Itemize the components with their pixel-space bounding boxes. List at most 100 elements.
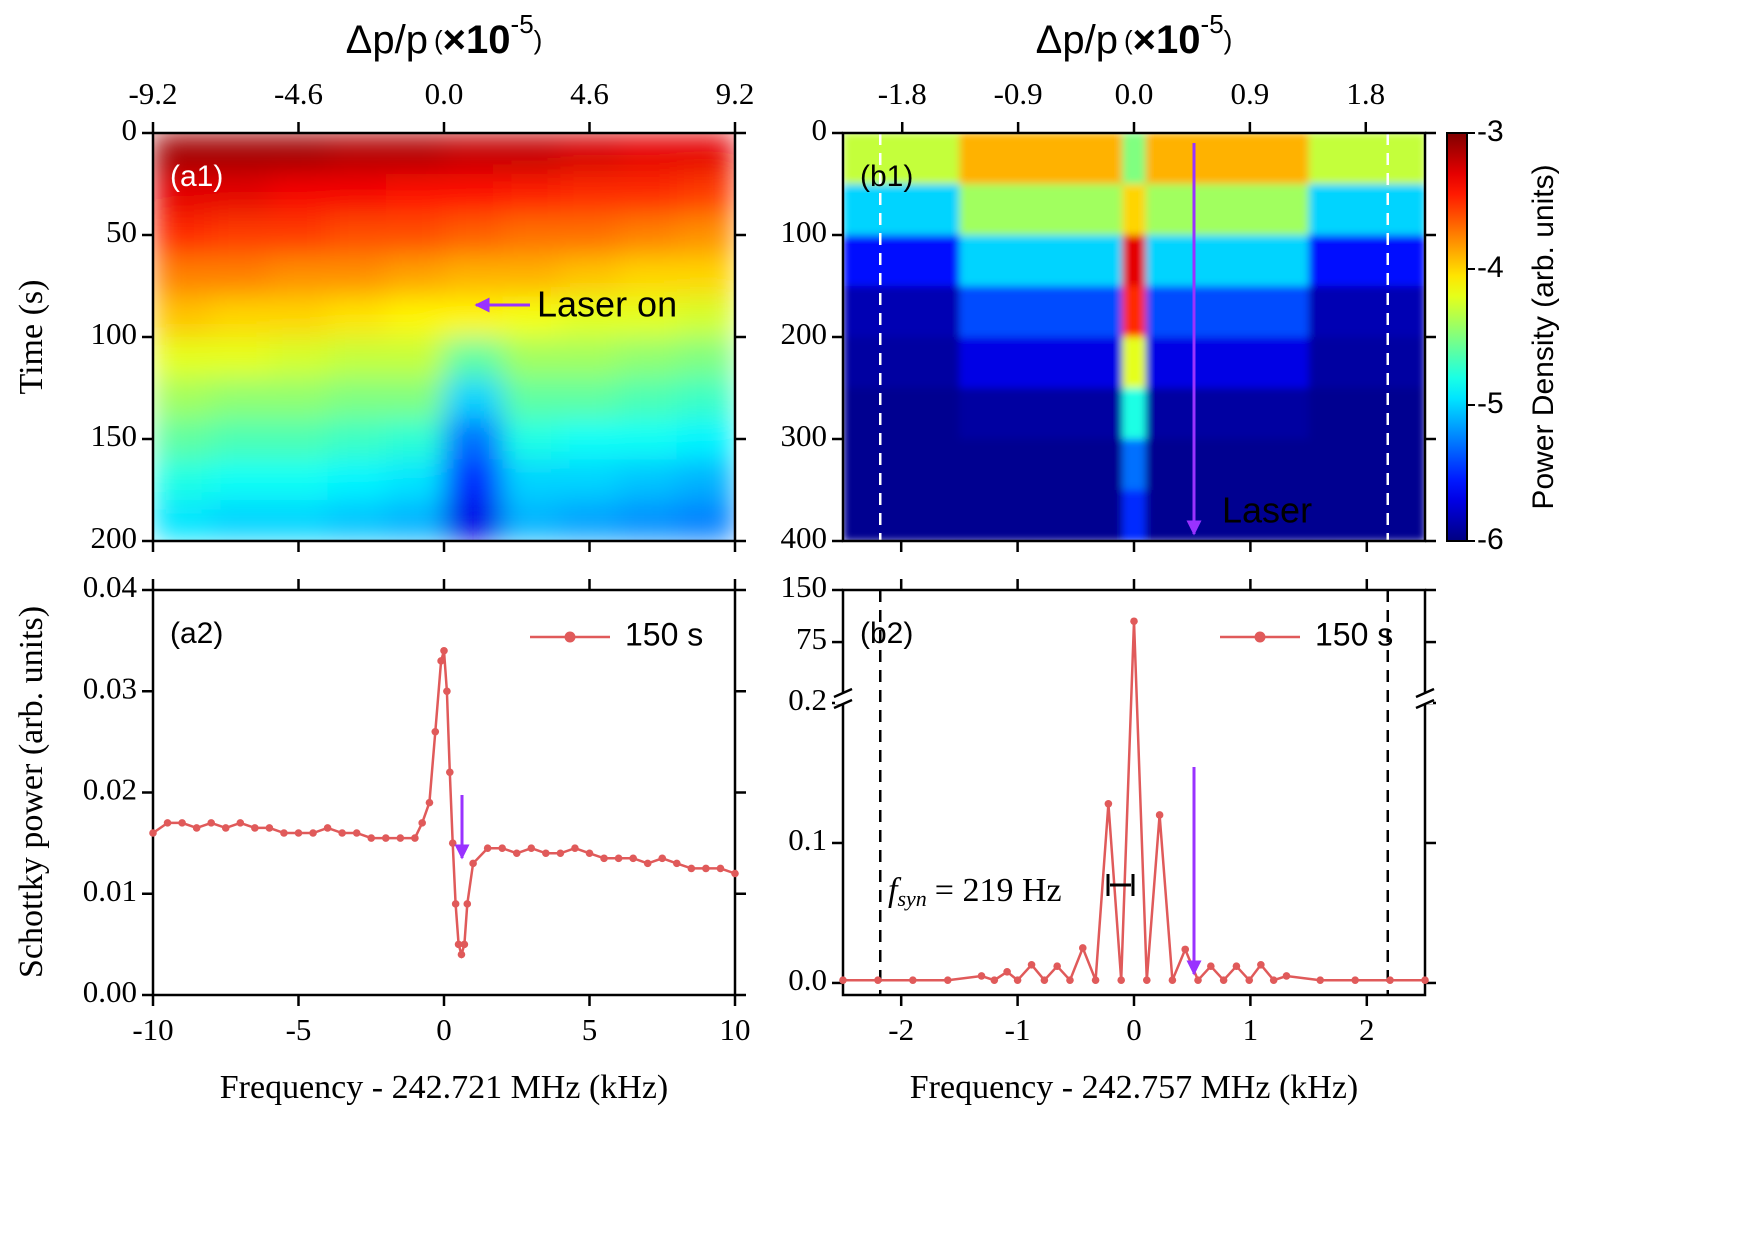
heatmap-cell bbox=[1238, 133, 1263, 185]
heatmap-cell bbox=[1052, 235, 1077, 287]
top-axis-title: Δp/p (×10-5) bbox=[1036, 9, 1233, 62]
heatmap-cell bbox=[1401, 490, 1425, 541]
heatmap-cell bbox=[1355, 439, 1380, 491]
data-point bbox=[943, 976, 952, 984]
heatmap-cell bbox=[982, 388, 1007, 440]
heatmap-cell bbox=[502, 173, 561, 216]
heatmap-cell bbox=[1215, 439, 1240, 491]
heatmap-cell bbox=[1192, 235, 1217, 287]
heatmap-cell bbox=[1378, 490, 1403, 541]
axis-break bbox=[1415, 698, 1435, 710]
data-point bbox=[990, 976, 999, 984]
heatmap-cell bbox=[502, 133, 561, 175]
heatmap-cell bbox=[1005, 388, 1030, 440]
heatmap-cell bbox=[1378, 184, 1403, 236]
colorbar-tick-label: -5 bbox=[1477, 387, 1504, 420]
heatmap-cell bbox=[618, 133, 678, 175]
y-tick-label: 0.1 bbox=[788, 822, 827, 857]
data-point bbox=[431, 727, 440, 736]
legend-marker bbox=[564, 631, 576, 643]
heatmap-cell bbox=[982, 286, 1007, 338]
heatmap-cell bbox=[502, 418, 561, 460]
heatmap-cell bbox=[1308, 133, 1333, 185]
heatmap-cell bbox=[502, 255, 561, 297]
data-point bbox=[1053, 962, 1061, 970]
heatmap-cell bbox=[912, 439, 937, 491]
heatmap-cell bbox=[1308, 490, 1333, 541]
heatmap-cell bbox=[1401, 388, 1425, 440]
heatmap-cell bbox=[1122, 235, 1147, 287]
x2-tick-label: 0.9 bbox=[1231, 76, 1270, 111]
heatmap-cell bbox=[385, 296, 445, 338]
heatmap-cell bbox=[889, 184, 914, 236]
data-point bbox=[874, 976, 882, 984]
y-tick-label: 200 bbox=[781, 316, 828, 351]
heatmap-cell bbox=[560, 337, 620, 379]
data-point bbox=[192, 824, 201, 832]
heatmap-cell bbox=[444, 255, 503, 297]
heatmap-cell bbox=[1401, 337, 1425, 389]
data-point bbox=[1003, 967, 1011, 976]
heatmap-cell bbox=[889, 439, 914, 491]
data-point bbox=[437, 657, 445, 665]
data-point bbox=[440, 646, 448, 655]
heatmap-cell bbox=[444, 296, 503, 338]
heatmap-cell bbox=[1285, 235, 1310, 287]
heatmap-cell bbox=[1215, 133, 1240, 185]
heatmap-cell bbox=[959, 337, 984, 389]
colorbar-tick-label: -3 bbox=[1477, 115, 1504, 148]
data-point bbox=[457, 950, 466, 959]
heatmap-cell bbox=[560, 459, 620, 501]
data-point bbox=[1269, 976, 1278, 984]
heatmap-cell bbox=[676, 173, 735, 216]
data-point bbox=[251, 824, 259, 832]
heatmap-cell bbox=[1331, 388, 1356, 440]
heatmap-cell bbox=[502, 459, 561, 501]
y-tick-label: 75 bbox=[796, 621, 827, 656]
y-tick-label: 150 bbox=[781, 569, 828, 604]
data-point bbox=[1078, 944, 1087, 952]
data-point bbox=[600, 854, 608, 863]
data-point bbox=[338, 829, 346, 837]
heatmap-cell bbox=[1168, 184, 1193, 236]
y-axis-title: Schottky power (arb. units) bbox=[13, 606, 50, 978]
heatmap-cell bbox=[385, 377, 445, 420]
heatmap-cell bbox=[889, 235, 914, 287]
heatmap-cell bbox=[618, 418, 678, 460]
heatmap-cell bbox=[502, 500, 561, 541]
data-point bbox=[163, 819, 172, 827]
heatmap-cells bbox=[153, 133, 735, 541]
heatmap-cell bbox=[866, 133, 891, 185]
heatmap-cell bbox=[1029, 490, 1054, 541]
data-point bbox=[1194, 976, 1202, 984]
heatmap-cell bbox=[618, 337, 678, 379]
heatmap-cell bbox=[1355, 133, 1380, 185]
data-point bbox=[1351, 976, 1359, 984]
heatmap-cell bbox=[843, 184, 867, 236]
heatmap-cell bbox=[1052, 490, 1077, 541]
data-point bbox=[207, 819, 215, 827]
heatmap-cell bbox=[1238, 337, 1263, 389]
panel-label: (b2) bbox=[860, 617, 913, 650]
heatmap-cell bbox=[1215, 337, 1240, 389]
heatmap-cell bbox=[1075, 133, 1100, 185]
heatmap-cell bbox=[1192, 133, 1217, 185]
x2-tick-label: 9.2 bbox=[716, 76, 755, 111]
heatmap-cell bbox=[1099, 439, 1123, 491]
heatmap-cell bbox=[1401, 286, 1425, 338]
heatmap-cell bbox=[560, 133, 620, 175]
heatmap-cell bbox=[1052, 184, 1077, 236]
heatmap-cell bbox=[269, 500, 329, 541]
data-point bbox=[265, 824, 274, 832]
heatmap-cell bbox=[1262, 337, 1286, 389]
heatmap-cell bbox=[1215, 388, 1240, 440]
data-point bbox=[425, 798, 434, 807]
heatmap-cell bbox=[936, 439, 960, 491]
heatmap-cell bbox=[153, 459, 212, 501]
x2-tick-label: -1.8 bbox=[878, 76, 927, 111]
x2-tick-label: 4.6 bbox=[570, 76, 609, 111]
heatmap-cell bbox=[959, 133, 984, 185]
heatmap-cell bbox=[385, 255, 445, 297]
heatmap-cell bbox=[1122, 388, 1147, 440]
heatmap-cell bbox=[889, 286, 914, 338]
